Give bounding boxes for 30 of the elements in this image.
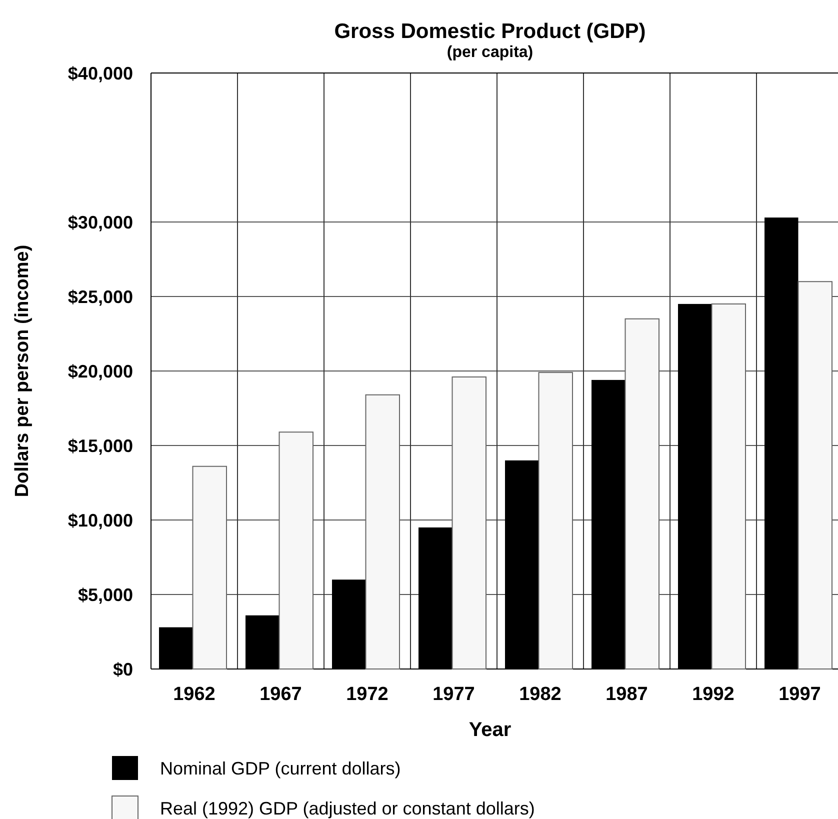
x-tick-label: 1967 <box>260 684 302 705</box>
x-tick-label: 1997 <box>778 684 821 705</box>
chart-subtitle: (per capita) <box>446 44 534 61</box>
y-axis-title: Dollars per person (income) <box>12 244 33 498</box>
legend-label: Real (1992) GDP (adjusted or constant dollars) <box>160 798 535 818</box>
x-tick-label: 1987 <box>606 684 648 705</box>
bar <box>711 303 746 670</box>
legend-label: Nominal GDP (current dollars) <box>160 758 401 778</box>
chart-title: Gross Domestic Product (GDP) <box>334 20 646 43</box>
bar <box>452 376 486 670</box>
y-tick-label: $20,000 <box>68 361 133 382</box>
bar <box>538 372 573 670</box>
x-axis-title: Year <box>468 719 512 741</box>
x-tick-label: 1977 <box>432 684 475 705</box>
x-tick-label: 1992 <box>692 684 734 705</box>
y-tick-label: $25,000 <box>68 286 133 307</box>
y-tick-label: $10,000 <box>68 510 133 530</box>
y-tick-label: $0 <box>112 659 133 680</box>
bar <box>365 394 400 670</box>
bar <box>278 432 314 670</box>
bar <box>624 318 660 670</box>
bar <box>798 281 832 670</box>
x-tick-label: 1962 <box>173 684 216 705</box>
y-tick-label: $5,000 <box>78 584 133 605</box>
x-tick-label: 1982 <box>519 684 562 705</box>
y-tick-label: $15,000 <box>68 436 133 456</box>
x-tick-label: 1972 <box>346 684 388 705</box>
y-tick-label: $30,000 <box>68 212 133 232</box>
y-tick-label: $40,000 <box>68 63 133 84</box>
bar <box>192 466 227 670</box>
